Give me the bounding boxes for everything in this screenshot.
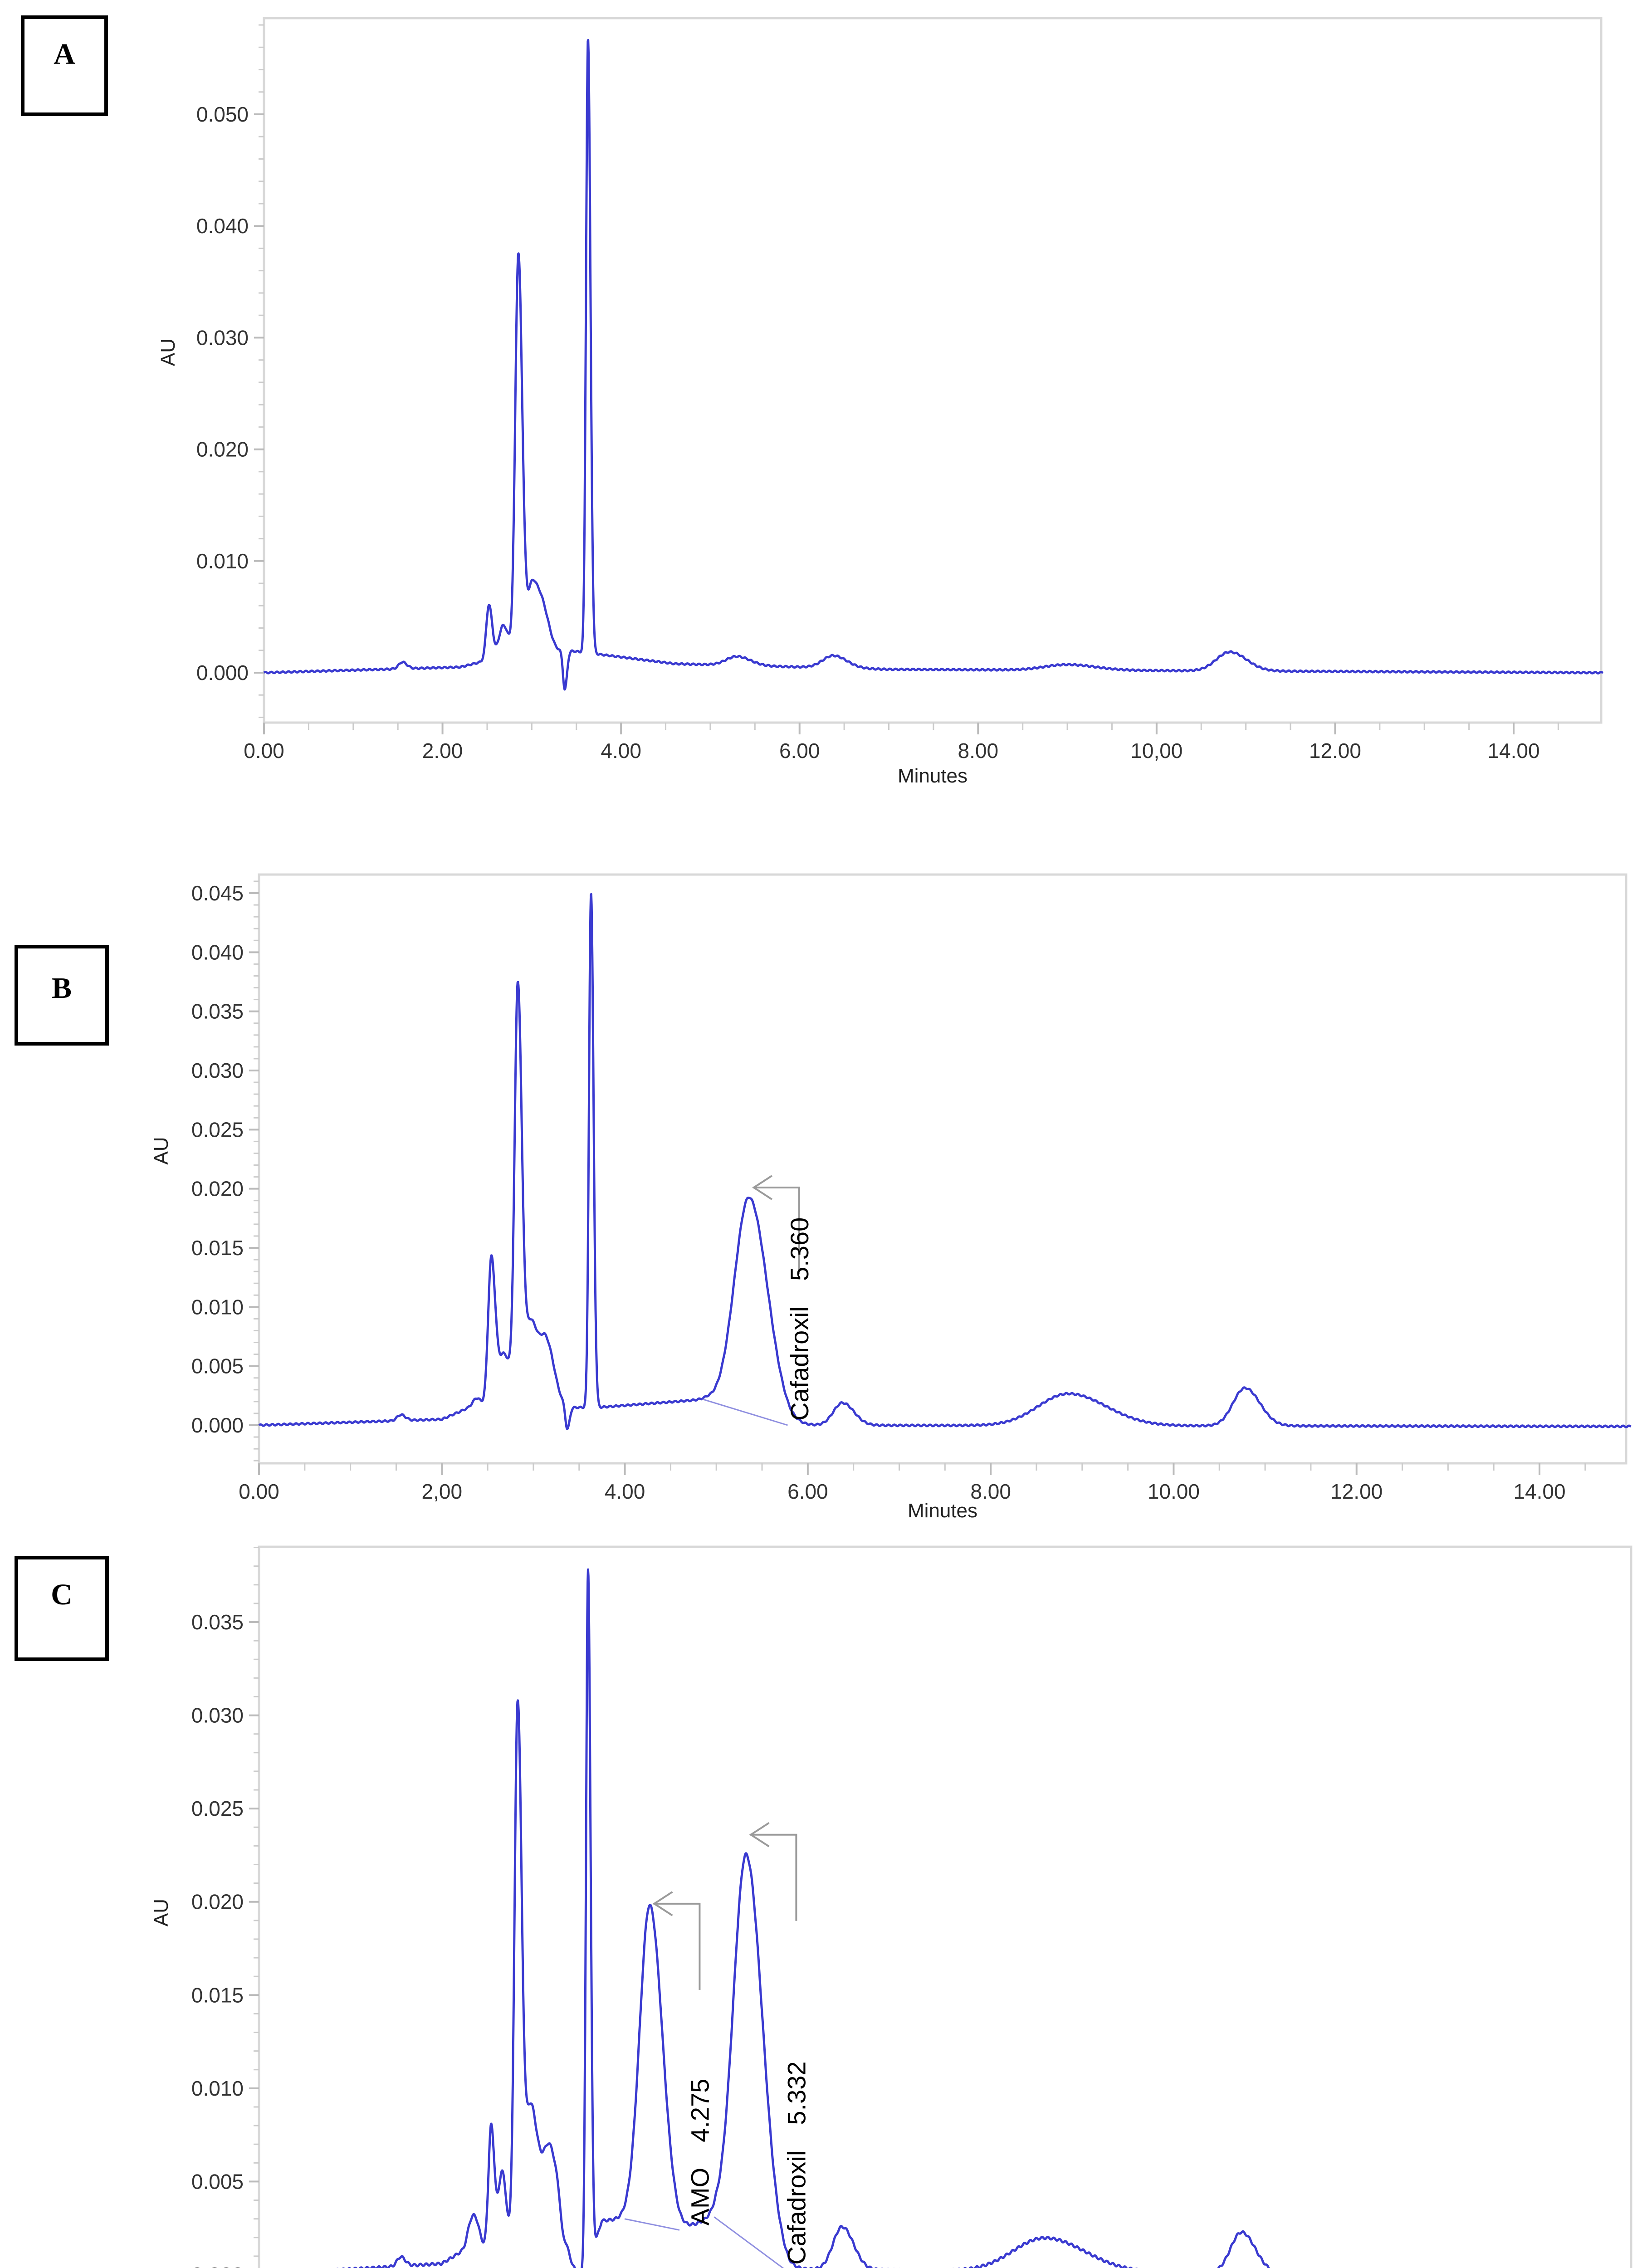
x-tick-label: 0.00 — [244, 739, 284, 763]
x-tick-label: 0.00 — [239, 1480, 279, 1503]
x-tick-label: 12.00 — [1309, 739, 1361, 763]
panel-label-c-text: C — [51, 1578, 73, 1611]
x-tick-label: 2,00 — [422, 1480, 463, 1503]
panel-label-a: A — [21, 15, 108, 116]
y-tick-label: 0.010 — [196, 549, 249, 573]
y-tick-label: 0.035 — [191, 1610, 244, 1634]
y-tick-label: 0.045 — [191, 881, 244, 905]
y-axis-title: AU — [157, 338, 179, 366]
y-tick-label: 0.050 — [196, 103, 249, 126]
x-tick-label: 6.00 — [779, 739, 820, 763]
y-tick-label: 0.010 — [191, 1295, 244, 1319]
integration-baseline — [713, 2216, 784, 2268]
x-tick-label: 12.00 — [1330, 1480, 1383, 1503]
plot-frame — [263, 17, 1603, 724]
panel-label-b-text: B — [51, 972, 72, 1005]
peak-leader-line — [750, 1833, 797, 1921]
y-tick-label: 0.030 — [196, 326, 249, 349]
integration-baseline — [624, 2218, 680, 2231]
plot-frame — [258, 1545, 1632, 2268]
x-axis-title: Minutes — [898, 765, 968, 787]
x-tick-label: 14.00 — [1513, 1480, 1565, 1503]
y-tick-label: 0.030 — [191, 1059, 244, 1082]
y-tick-label: 0.025 — [191, 1118, 244, 1141]
y-tick-label: 0.000 — [191, 2263, 244, 2268]
y-tick-label: 0.020 — [191, 1890, 244, 1914]
panel-label-a-text: A — [54, 38, 75, 71]
y-axis-title: AU — [150, 1137, 172, 1164]
y-tick-label: 0.005 — [191, 1354, 244, 1378]
x-tick-label: 2.00 — [422, 739, 463, 763]
y-tick-label: 0.040 — [191, 940, 244, 964]
x-tick-label: 4.00 — [605, 1480, 645, 1503]
y-tick-label: 0.015 — [191, 1983, 244, 2007]
peak-annotation-label: AMO 4.275 — [685, 2079, 714, 2226]
y-tick-label: 0.020 — [191, 1177, 244, 1201]
x-tick-label: 10,00 — [1130, 739, 1183, 763]
x-tick-label: 10.00 — [1148, 1480, 1200, 1503]
arrow-icon — [652, 1891, 673, 1916]
x-tick-label: 8.00 — [970, 1480, 1011, 1503]
y-tick-label: 0.005 — [191, 2170, 244, 2193]
panel-label-b: B — [15, 945, 109, 1046]
x-tick-label: 4.00 — [601, 739, 641, 763]
plot-frame — [258, 873, 1627, 1465]
chromatogram-trace — [263, 39, 1604, 691]
chromatogram-trace — [258, 893, 1632, 1430]
y-tick-label: 0.035 — [191, 1000, 244, 1023]
x-tick-label: 8.00 — [958, 739, 999, 763]
y-axis-title: AU — [150, 1899, 172, 1926]
chromatogram-trace — [336, 1568, 1270, 2268]
y-tick-label: 0.025 — [191, 1797, 244, 1820]
peak-annotation-label: Cafadroxil 5.360 — [785, 1217, 814, 1421]
y-tick-label: 0.040 — [196, 214, 249, 238]
y-tick-label: 0.030 — [191, 1704, 244, 1727]
y-tick-label: 0.000 — [191, 1413, 244, 1437]
y-tick-label: 0.020 — [196, 438, 249, 461]
arrow-icon — [749, 1822, 770, 1848]
x-tick-label: 14.00 — [1487, 739, 1539, 763]
peak-annotation-label: Cafadroxil 5.332 — [782, 2061, 811, 2264]
y-tick-label: 0.015 — [191, 1236, 244, 1260]
x-tick-label: 6.00 — [787, 1480, 828, 1503]
peak-leader-line — [653, 1902, 701, 1990]
panel-label-c: C — [15, 1556, 109, 1661]
y-tick-label: 0.010 — [191, 2077, 244, 2100]
peak-leader-line — [753, 1187, 800, 1274]
x-axis-title: Minutes — [908, 1500, 977, 1522]
integration-baseline — [702, 1398, 788, 1426]
arrow-icon — [752, 1175, 772, 1200]
y-tick-label: 0.000 — [196, 661, 249, 684]
